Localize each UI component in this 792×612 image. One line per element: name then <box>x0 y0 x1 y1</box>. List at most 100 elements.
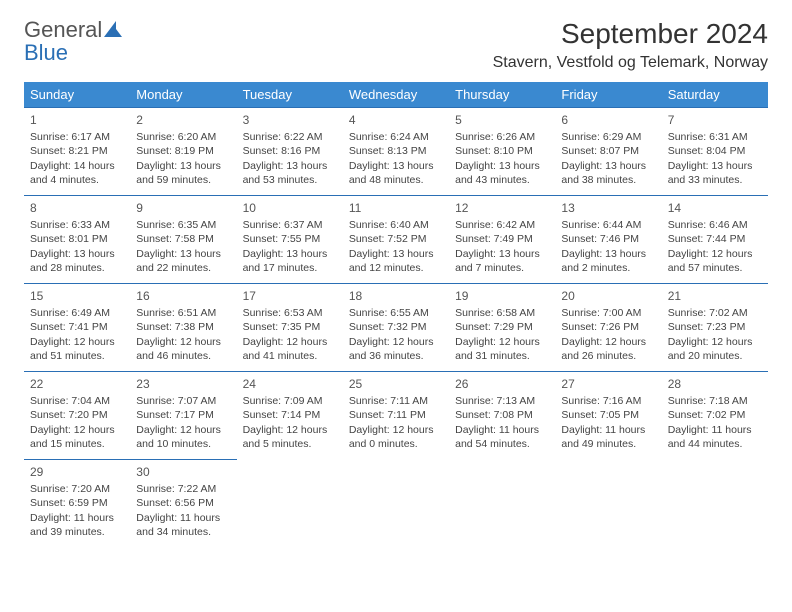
daylight-line: Daylight: 13 hours and 2 minutes. <box>561 247 655 275</box>
calendar-day: 6 Sunrise: 6:29 AMSunset: 8:07 PMDaylight… <box>555 108 661 196</box>
day-number: 16 <box>136 288 230 304</box>
sunset-line: Sunset: 7:38 PM <box>136 320 230 334</box>
sunset-line: Sunset: 8:10 PM <box>455 144 549 158</box>
day-number: 8 <box>30 200 124 216</box>
sunset-line: Sunset: 7:23 PM <box>668 320 762 334</box>
day-number: 3 <box>243 112 337 128</box>
calendar-week: 15Sunrise: 6:49 AMSunset: 7:41 PMDayligh… <box>24 284 768 372</box>
sunset-line: Sunset: 8:07 PM <box>561 144 655 158</box>
sunset-line: Sunset: 7:32 PM <box>349 320 443 334</box>
calendar-day: 10Sunrise: 6:37 AMSunset: 7:55 PMDayligh… <box>237 196 343 284</box>
sail-icon <box>104 17 122 42</box>
day-number: 23 <box>136 376 230 392</box>
day-header: Monday <box>130 82 236 108</box>
sunset-line: Sunset: 7:05 PM <box>561 408 655 422</box>
calendar-day: 4Sunrise: 6:24 AMSunset: 8:13 PMDaylight… <box>343 108 449 196</box>
sunset-line: Sunset: 7:26 PM <box>561 320 655 334</box>
daylight-line: Daylight: 13 hours and 33 minutes. <box>668 159 762 187</box>
calendar-day: 8Sunrise: 6:33 AMSunset: 8:01 PMDaylight… <box>24 196 130 284</box>
sunset-line: Sunset: 7:52 PM <box>349 232 443 246</box>
sunset-line: Sunset: 7:35 PM <box>243 320 337 334</box>
sunset-line: Sunset: 7:11 PM <box>349 408 443 422</box>
sunset-line: Sunset: 7:20 PM <box>30 408 124 422</box>
daylight-line: Daylight: 12 hours and 41 minutes. <box>243 335 337 363</box>
sunset-line: Sunset: 7:02 PM <box>668 408 762 422</box>
calendar-day: 15Sunrise: 6:49 AMSunset: 7:41 PMDayligh… <box>24 284 130 372</box>
sunset-line: Sunset: 7:17 PM <box>136 408 230 422</box>
sunset-line: Sunset: 7:44 PM <box>668 232 762 246</box>
daylight-line: Daylight: 11 hours and 49 minutes. <box>561 423 655 451</box>
day-number: 10 <box>243 200 337 216</box>
daylight-line: Daylight: 12 hours and 51 minutes. <box>30 335 124 363</box>
calendar-day: 16Sunrise: 6:51 AMSunset: 7:38 PMDayligh… <box>130 284 236 372</box>
day-number: 13 <box>561 200 655 216</box>
day-header: Sunday <box>24 82 130 108</box>
month-title: September 2024 <box>493 18 768 50</box>
daylight-line: Daylight: 13 hours and 28 minutes. <box>30 247 124 275</box>
sunset-line: Sunset: 8:16 PM <box>243 144 337 158</box>
sunset-line: Sunset: 8:13 PM <box>349 144 443 158</box>
day-number: 19 <box>455 288 549 304</box>
daylight-line: Daylight: 14 hours and 4 minutes. <box>30 159 124 187</box>
sunrise-line: Sunrise: 7:11 AM <box>349 394 443 408</box>
day-number: 6 <box>561 112 655 128</box>
sunrise-line: Sunrise: 6:31 AM <box>668 130 762 144</box>
sunset-line: Sunset: 8:21 PM <box>30 144 124 158</box>
daylight-line: Daylight: 11 hours and 39 minutes. <box>30 511 124 539</box>
daylight-line: Daylight: 12 hours and 57 minutes. <box>668 247 762 275</box>
sunrise-line: Sunrise: 6:20 AM <box>136 130 230 144</box>
calendar-day-empty <box>449 460 555 548</box>
calendar-day: 3Sunrise: 6:22 AMSunset: 8:16 PMDaylight… <box>237 108 343 196</box>
sunset-line: Sunset: 8:01 PM <box>30 232 124 246</box>
location-text: Stavern, Vestfold og Telemark, Norway <box>493 54 768 72</box>
day-number: 1 <box>30 112 124 128</box>
calendar-day: 7Sunrise: 6:31 AMSunset: 8:04 PMDaylight… <box>662 108 768 196</box>
daylight-line: Daylight: 13 hours and 17 minutes. <box>243 247 337 275</box>
sunset-line: Sunset: 7:58 PM <box>136 232 230 246</box>
day-number: 21 <box>668 288 762 304</box>
daylight-line: Daylight: 12 hours and 5 minutes. <box>243 423 337 451</box>
sunset-line: Sunset: 7:46 PM <box>561 232 655 246</box>
calendar-day-empty <box>237 460 343 548</box>
day-number: 29 <box>30 464 124 480</box>
calendar-day: 23 Sunrise: 7:07 AMSunset: 7:17 PMDayligh… <box>130 372 236 460</box>
daylight-line: Daylight: 13 hours and 7 minutes. <box>455 247 549 275</box>
sunrise-line: Sunrise: 7:07 AM <box>136 394 230 408</box>
sunset-line: Sunset: 8:19 PM <box>136 144 230 158</box>
daylight-line: Daylight: 12 hours and 20 minutes. <box>668 335 762 363</box>
day-number: 26 <box>455 376 549 392</box>
daylight-line: Daylight: 11 hours and 44 minutes. <box>668 423 762 451</box>
calendar-day: 14Sunrise: 6:46 AMSunset: 7:44 PMDayligh… <box>662 196 768 284</box>
day-number: 12 <box>455 200 549 216</box>
day-number: 24 <box>243 376 337 392</box>
day-number: 2 <box>136 112 230 128</box>
daylight-line: Daylight: 13 hours and 43 minutes. <box>455 159 549 187</box>
sunrise-line: Sunrise: 6:17 AM <box>30 130 124 144</box>
calendar-day: 24Sunrise: 7:09 AMSunset: 7:14 PMDayligh… <box>237 372 343 460</box>
day-number: 4 <box>349 112 443 128</box>
calendar-week: 8Sunrise: 6:33 AMSunset: 8:01 PMDaylight… <box>24 196 768 284</box>
day-number: 9 <box>136 200 230 216</box>
title-block: September 2024 Stavern, Vestfold og Tele… <box>493 18 768 72</box>
daylight-line: Daylight: 13 hours and 59 minutes. <box>136 159 230 187</box>
sunrise-line: Sunrise: 7:13 AM <box>455 394 549 408</box>
sunrise-line: Sunrise: 7:09 AM <box>243 394 337 408</box>
calendar-day: 27Sunrise: 7:16 AMSunset: 7:05 PMDayligh… <box>555 372 661 460</box>
sunrise-line: Sunrise: 6:55 AM <box>349 306 443 320</box>
sunrise-line: Sunrise: 6:53 AM <box>243 306 337 320</box>
day-number: 30 <box>136 464 230 480</box>
calendar-day: 5Sunrise: 6:26 AMSunset: 8:10 PMDaylight… <box>449 108 555 196</box>
daylight-line: Daylight: 13 hours and 38 minutes. <box>561 159 655 187</box>
sunrise-line: Sunrise: 6:49 AM <box>30 306 124 320</box>
day-number: 27 <box>561 376 655 392</box>
calendar-day: 2 Sunrise: 6:20 AMSunset: 8:19 PMDaylight… <box>130 108 236 196</box>
daylight-line: Daylight: 13 hours and 53 minutes. <box>243 159 337 187</box>
day-number: 20 <box>561 288 655 304</box>
daylight-line: Daylight: 12 hours and 10 minutes. <box>136 423 230 451</box>
calendar-table: SundayMondayTuesdayWednesdayThursdayFrid… <box>24 82 768 548</box>
day-header: Thursday <box>449 82 555 108</box>
calendar-day: 25Sunrise: 7:11 AMSunset: 7:11 PMDayligh… <box>343 372 449 460</box>
calendar-day: 20Sunrise: 7:00 AMSunset: 7:26 PMDayligh… <box>555 284 661 372</box>
sunrise-line: Sunrise: 6:29 AM <box>561 130 655 144</box>
day-number: 25 <box>349 376 443 392</box>
